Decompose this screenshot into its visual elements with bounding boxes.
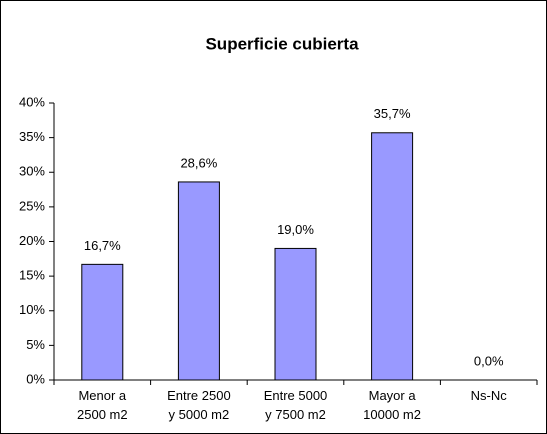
data-label: 35,7% bbox=[374, 106, 411, 121]
y-tick-label: 0% bbox=[26, 371, 45, 386]
data-label: 16,7% bbox=[84, 238, 121, 253]
data-label: 19,0% bbox=[277, 222, 314, 237]
bar bbox=[177, 181, 220, 381]
x-tick-label: Ns-Nc bbox=[470, 388, 507, 403]
data-label: 0,0% bbox=[474, 353, 504, 368]
data-label: 28,6% bbox=[180, 155, 217, 170]
x-tick-label: Entre 5000 y 7500 m2 bbox=[263, 388, 328, 422]
y-tick-label: 35% bbox=[19, 129, 45, 144]
y-tick-label: 40% bbox=[19, 94, 45, 109]
bar bbox=[274, 247, 317, 381]
y-tick-label: 10% bbox=[19, 302, 45, 317]
bar bbox=[81, 263, 124, 381]
x-tick-label: Menor a 2500 m2 bbox=[77, 388, 128, 422]
bar bbox=[371, 132, 414, 381]
y-tick-label: 20% bbox=[19, 233, 45, 248]
y-tick-label: 5% bbox=[26, 337, 45, 352]
x-tick-label: Entre 2500 y 5000 m2 bbox=[167, 388, 231, 422]
chart-title: Superficie cubierta bbox=[205, 34, 359, 53]
y-tick-label: 30% bbox=[19, 164, 45, 179]
x-tick-label: Mayor a 10000 m2 bbox=[363, 388, 421, 422]
y-tick-label: 25% bbox=[19, 198, 45, 213]
y-tick-label: 15% bbox=[19, 268, 45, 283]
